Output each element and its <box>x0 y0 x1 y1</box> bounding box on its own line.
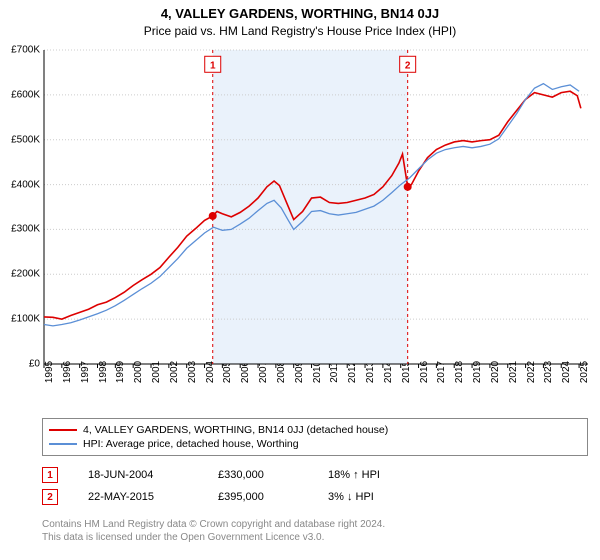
chart-svg: 12 <box>0 42 600 412</box>
marker-number-box: 2 <box>42 489 58 505</box>
chart-subtitle: Price paid vs. HM Land Registry's House … <box>0 21 600 42</box>
legend-label: 4, VALLEY GARDENS, WORTHING, BN14 0JJ (d… <box>83 424 388 436</box>
legend-swatch <box>49 443 77 445</box>
legend-item: 4, VALLEY GARDENS, WORTHING, BN14 0JJ (d… <box>49 423 581 437</box>
marker-diff: 3% ↓ HPI <box>328 491 418 503</box>
marker-row: 2 22-MAY-2015 £395,000 3% ↓ HPI <box>42 486 588 508</box>
svg-text:1: 1 <box>210 60 216 71</box>
footer-line-2: This data is licensed under the Open Gov… <box>42 531 588 544</box>
footer-line-1: Contains HM Land Registry data © Crown c… <box>42 518 588 531</box>
chart-title: 4, VALLEY GARDENS, WORTHING, BN14 0JJ <box>0 0 600 21</box>
marker-date: 22-MAY-2015 <box>88 491 188 503</box>
svg-text:2: 2 <box>405 60 411 71</box>
legend-swatch <box>49 429 77 431</box>
marker-table: 1 18-JUN-2004 £330,000 18% ↑ HPI 2 22-MAY-201… <box>42 464 588 508</box>
marker-price: £330,000 <box>218 469 298 481</box>
marker-price: £395,000 <box>218 491 298 503</box>
footer-attribution: Contains HM Land Registry data © Crown c… <box>42 518 588 544</box>
marker-number-box: 1 <box>42 467 58 483</box>
legend-item: HPI: Average price, detached house, Wort… <box>49 437 581 451</box>
legend-label: HPI: Average price, detached house, Wort… <box>83 438 299 450</box>
legend: 4, VALLEY GARDENS, WORTHING, BN14 0JJ (d… <box>42 418 588 456</box>
chart-area: £0£100K£200K£300K£400K£500K£600K£700K199… <box>0 42 600 412</box>
marker-diff: 18% ↑ HPI <box>328 469 418 481</box>
marker-date: 18-JUN-2004 <box>88 469 188 481</box>
marker-row: 1 18-JUN-2004 £330,000 18% ↑ HPI <box>42 464 588 486</box>
